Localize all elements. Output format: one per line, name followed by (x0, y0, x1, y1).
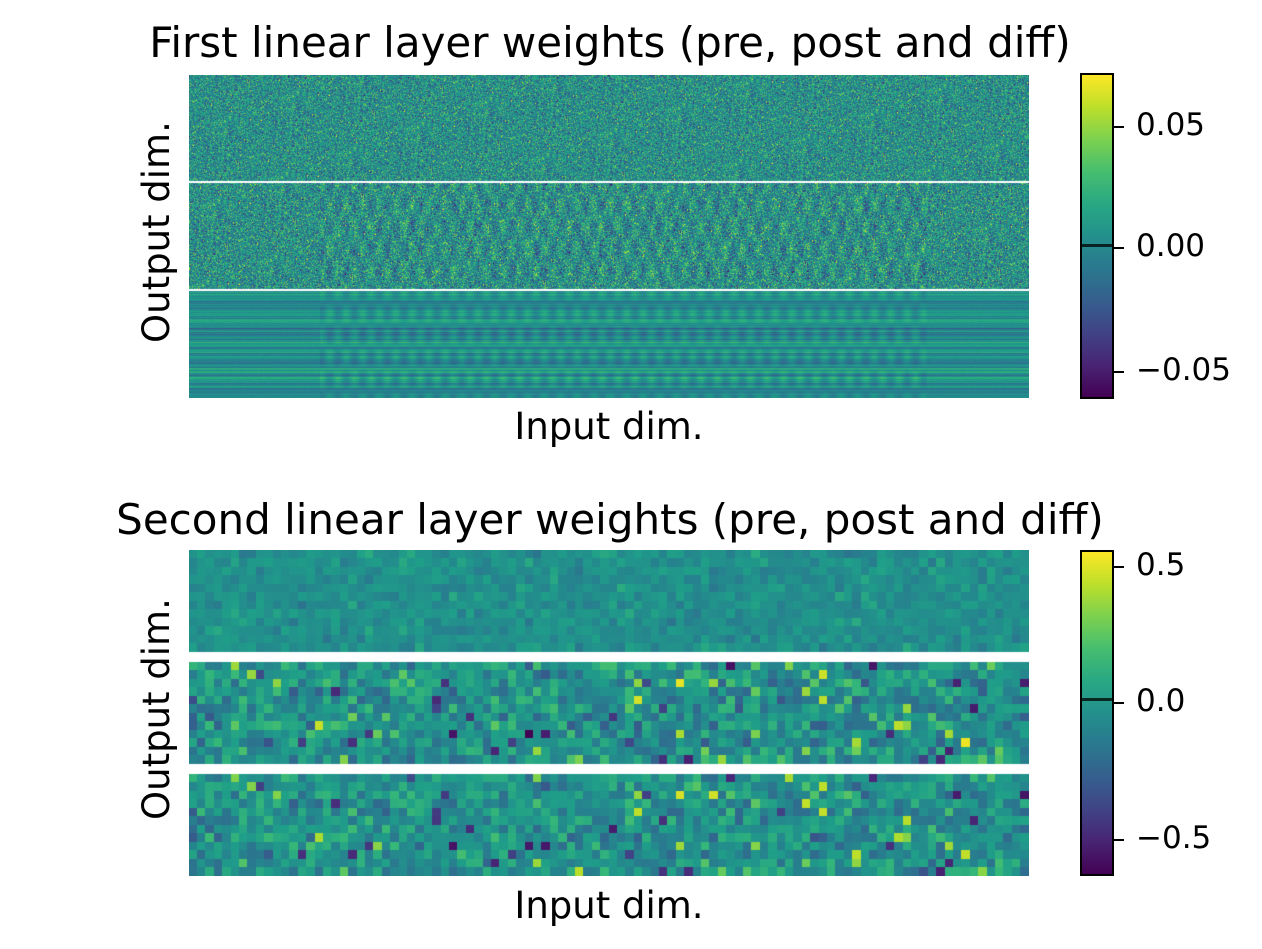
chart1-colorbar-tick (1114, 371, 1124, 373)
chart1-colorbar-tick (1114, 126, 1124, 128)
chart2-colorbar-tick-label: 0.0 (1136, 683, 1186, 719)
chart1-heatmap (189, 75, 1029, 398)
chart2-colorbar-zero-marker (1080, 698, 1114, 701)
chart1-colorbar-zero-marker (1080, 244, 1114, 247)
chart1-colorbar-tick (1114, 247, 1124, 249)
chart1-xlabel: Input dim. (514, 405, 704, 448)
chart2-colorbar-tick-label: 0.5 (1136, 547, 1186, 583)
chart2-ylabel: Output dim. (135, 598, 178, 820)
chart1-colorbar-tick-label: 0.00 (1136, 228, 1206, 264)
chart2-colorbar-tick (1114, 566, 1124, 568)
chart1-colorbar-tick-label: 0.05 (1136, 107, 1206, 143)
chart1-colorbar-tick-label: −0.05 (1136, 352, 1231, 388)
chart2-colorbar-tick-label: −0.5 (1136, 820, 1212, 856)
chart2-colorbar-tick (1114, 702, 1124, 704)
chart1-colorbar (1080, 73, 1114, 399)
chart1-ylabel: Output dim. (135, 121, 178, 343)
chart2-heatmap (189, 550, 1029, 876)
chart1-title: First linear layer weights (pre, post an… (149, 18, 1071, 67)
chart2-title: Second linear layer weights (pre, post a… (116, 495, 1104, 544)
chart2-xlabel: Input dim. (514, 884, 704, 927)
chart2-colorbar-tick (1114, 839, 1124, 841)
chart2-colorbar (1080, 550, 1114, 876)
